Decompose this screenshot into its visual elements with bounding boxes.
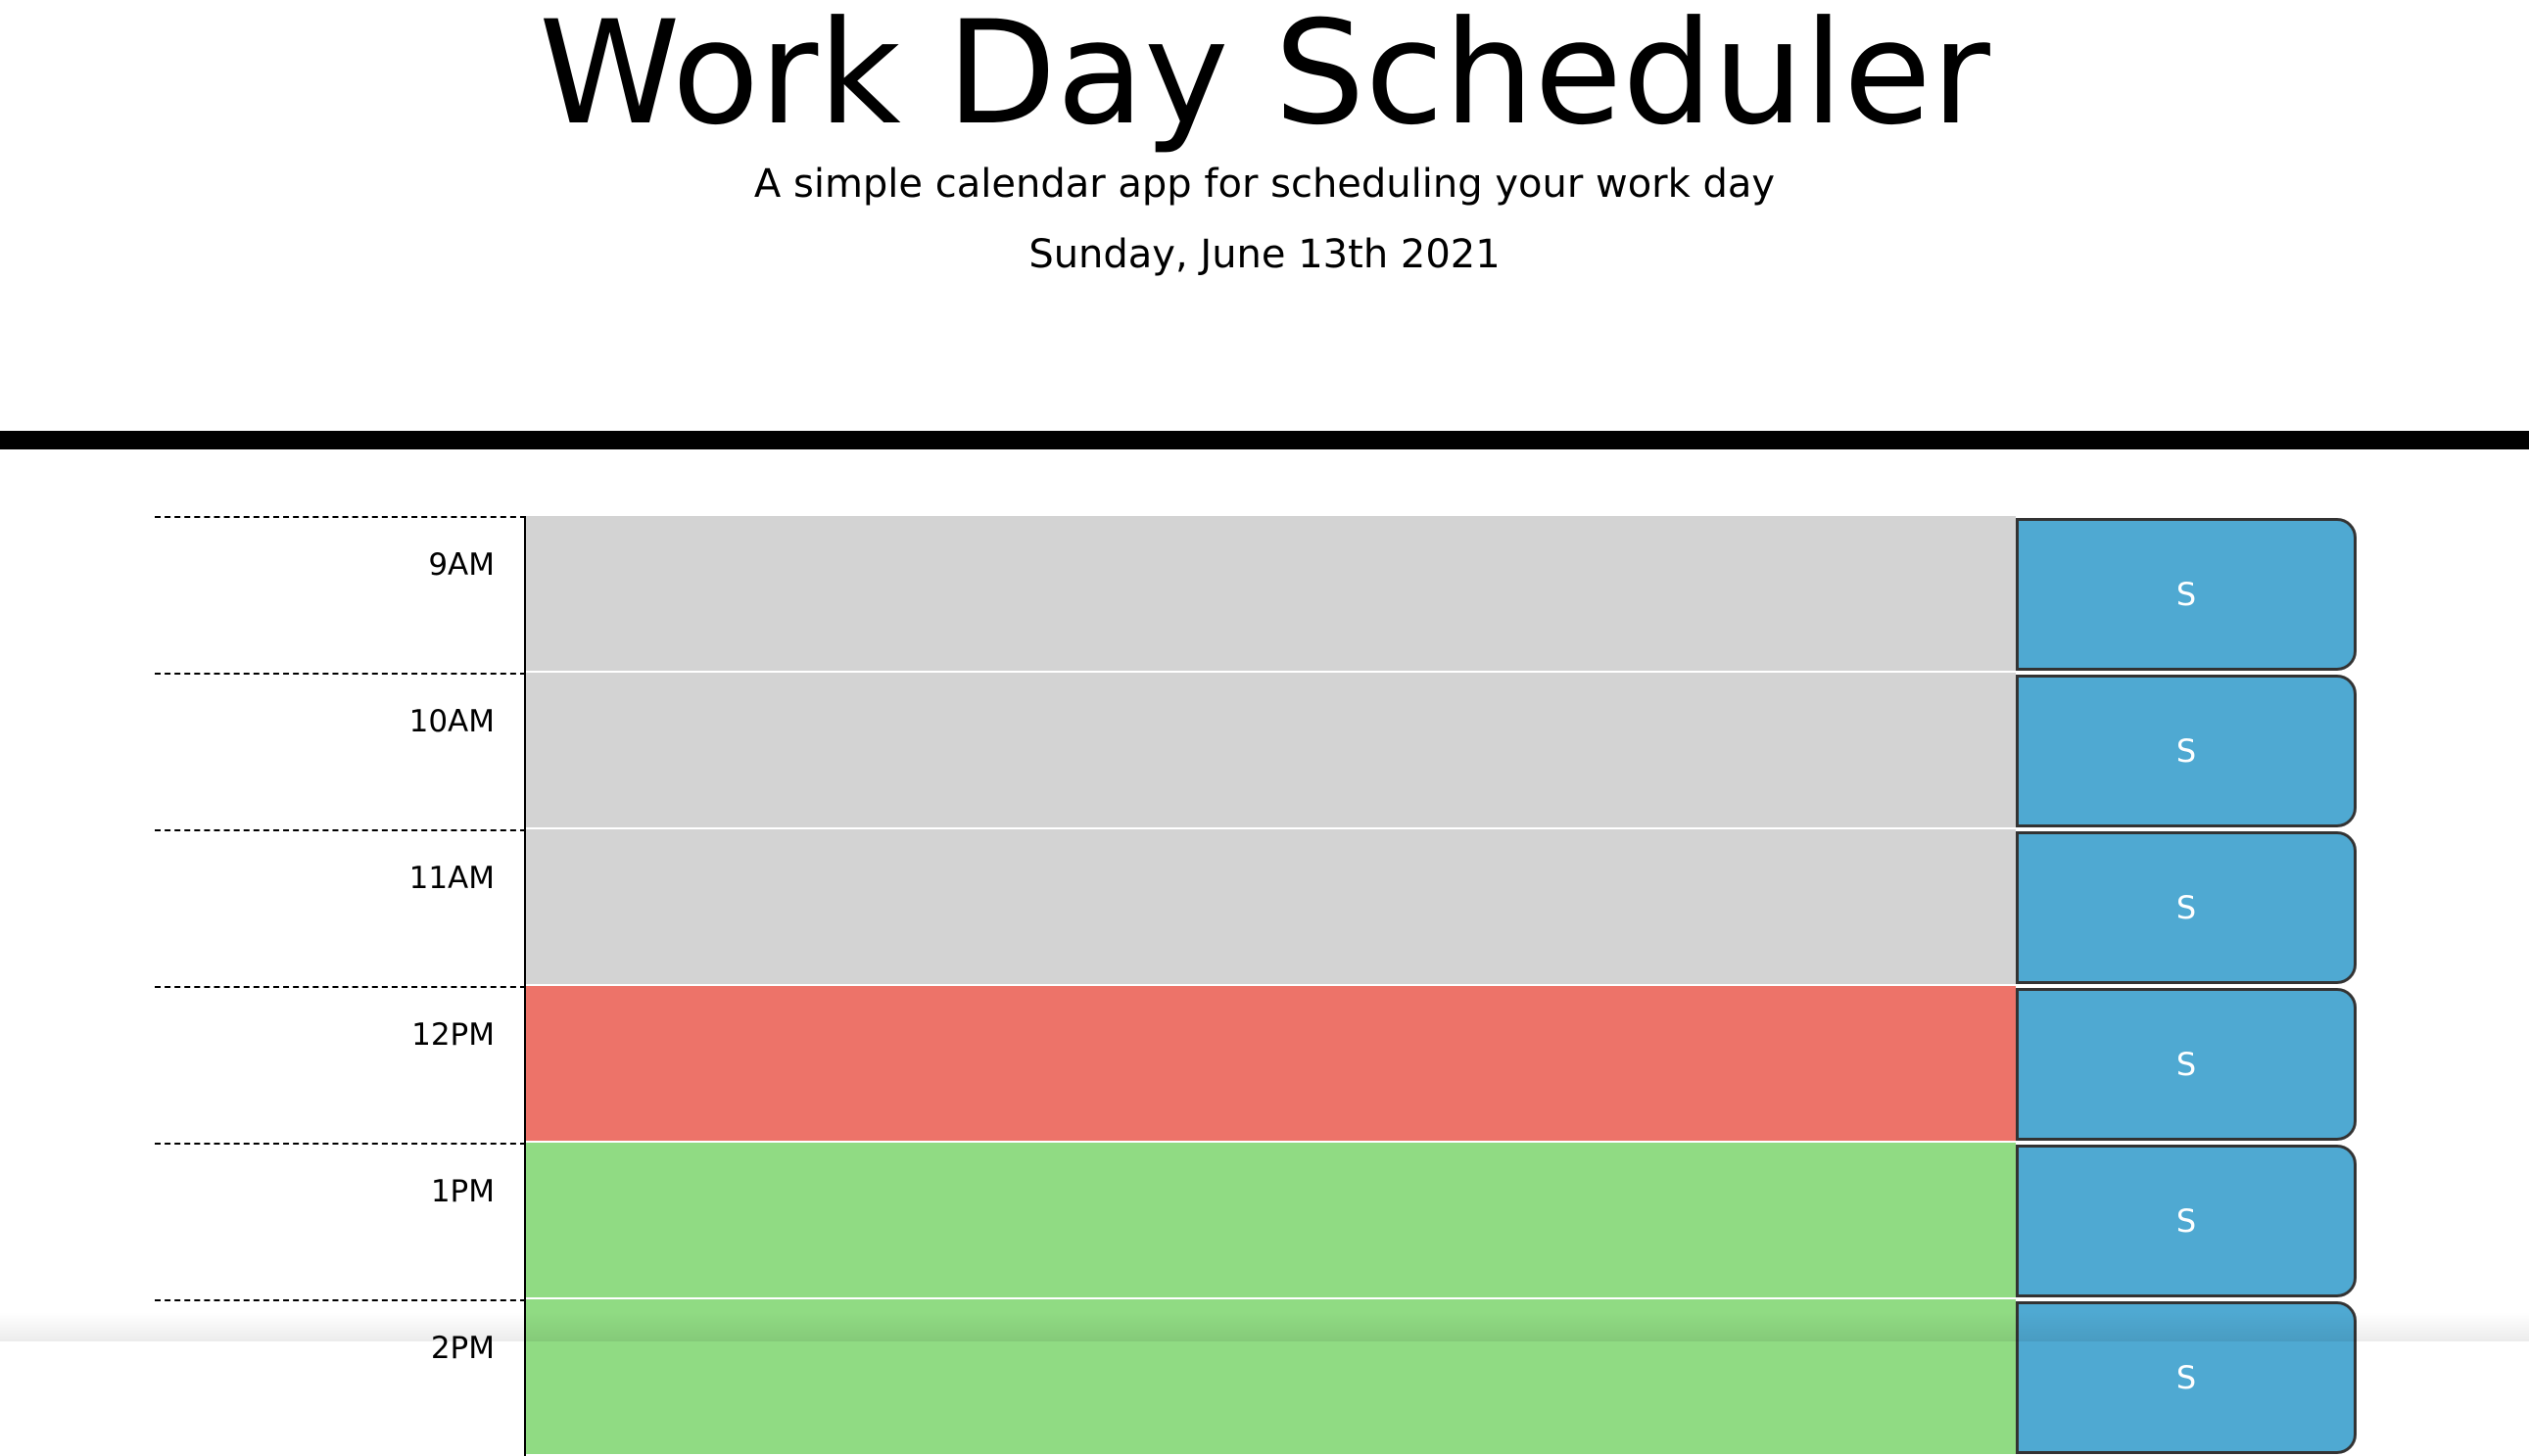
- hour-cell: 2PM: [155, 1299, 526, 1456]
- event-textarea[interactable]: [526, 516, 2016, 673]
- event-textarea[interactable]: [526, 1143, 2016, 1299]
- hour-label: 10AM: [408, 704, 495, 739]
- save-button[interactable]: S: [2016, 988, 2357, 1141]
- hour-label: 2PM: [430, 1331, 495, 1366]
- hour-cell: 10AM: [155, 673, 526, 829]
- hour-cell: 1PM: [155, 1143, 526, 1299]
- save-button[interactable]: S: [2016, 1301, 2357, 1454]
- hour-label: 12PM: [411, 1017, 495, 1053]
- hour-cell: 11AM: [155, 829, 526, 986]
- event-textarea[interactable]: [526, 673, 2016, 829]
- hour-label: 1PM: [430, 1174, 495, 1209]
- event-textarea[interactable]: [526, 829, 2016, 986]
- hour-label: 11AM: [408, 861, 495, 896]
- save-button[interactable]: S: [2016, 518, 2357, 671]
- subtitle: A simple calendar app for scheduling you…: [753, 162, 1776, 207]
- hour-cell: 12PM: [155, 986, 526, 1143]
- hour-cell: 9AM: [155, 516, 526, 673]
- title: Work Day Scheduler: [539, 0, 1990, 157]
- save-button[interactable]: S: [2016, 831, 2357, 984]
- current-date: Sunday, June 13th 2021: [1028, 232, 1501, 277]
- event-textarea[interactable]: [526, 986, 2016, 1143]
- save-button[interactable]: S: [2016, 1145, 2357, 1297]
- event-textarea[interactable]: [526, 1299, 2016, 1456]
- divider: [0, 431, 2529, 449]
- hour-label: 9AM: [428, 547, 495, 583]
- save-button[interactable]: S: [2016, 675, 2357, 827]
